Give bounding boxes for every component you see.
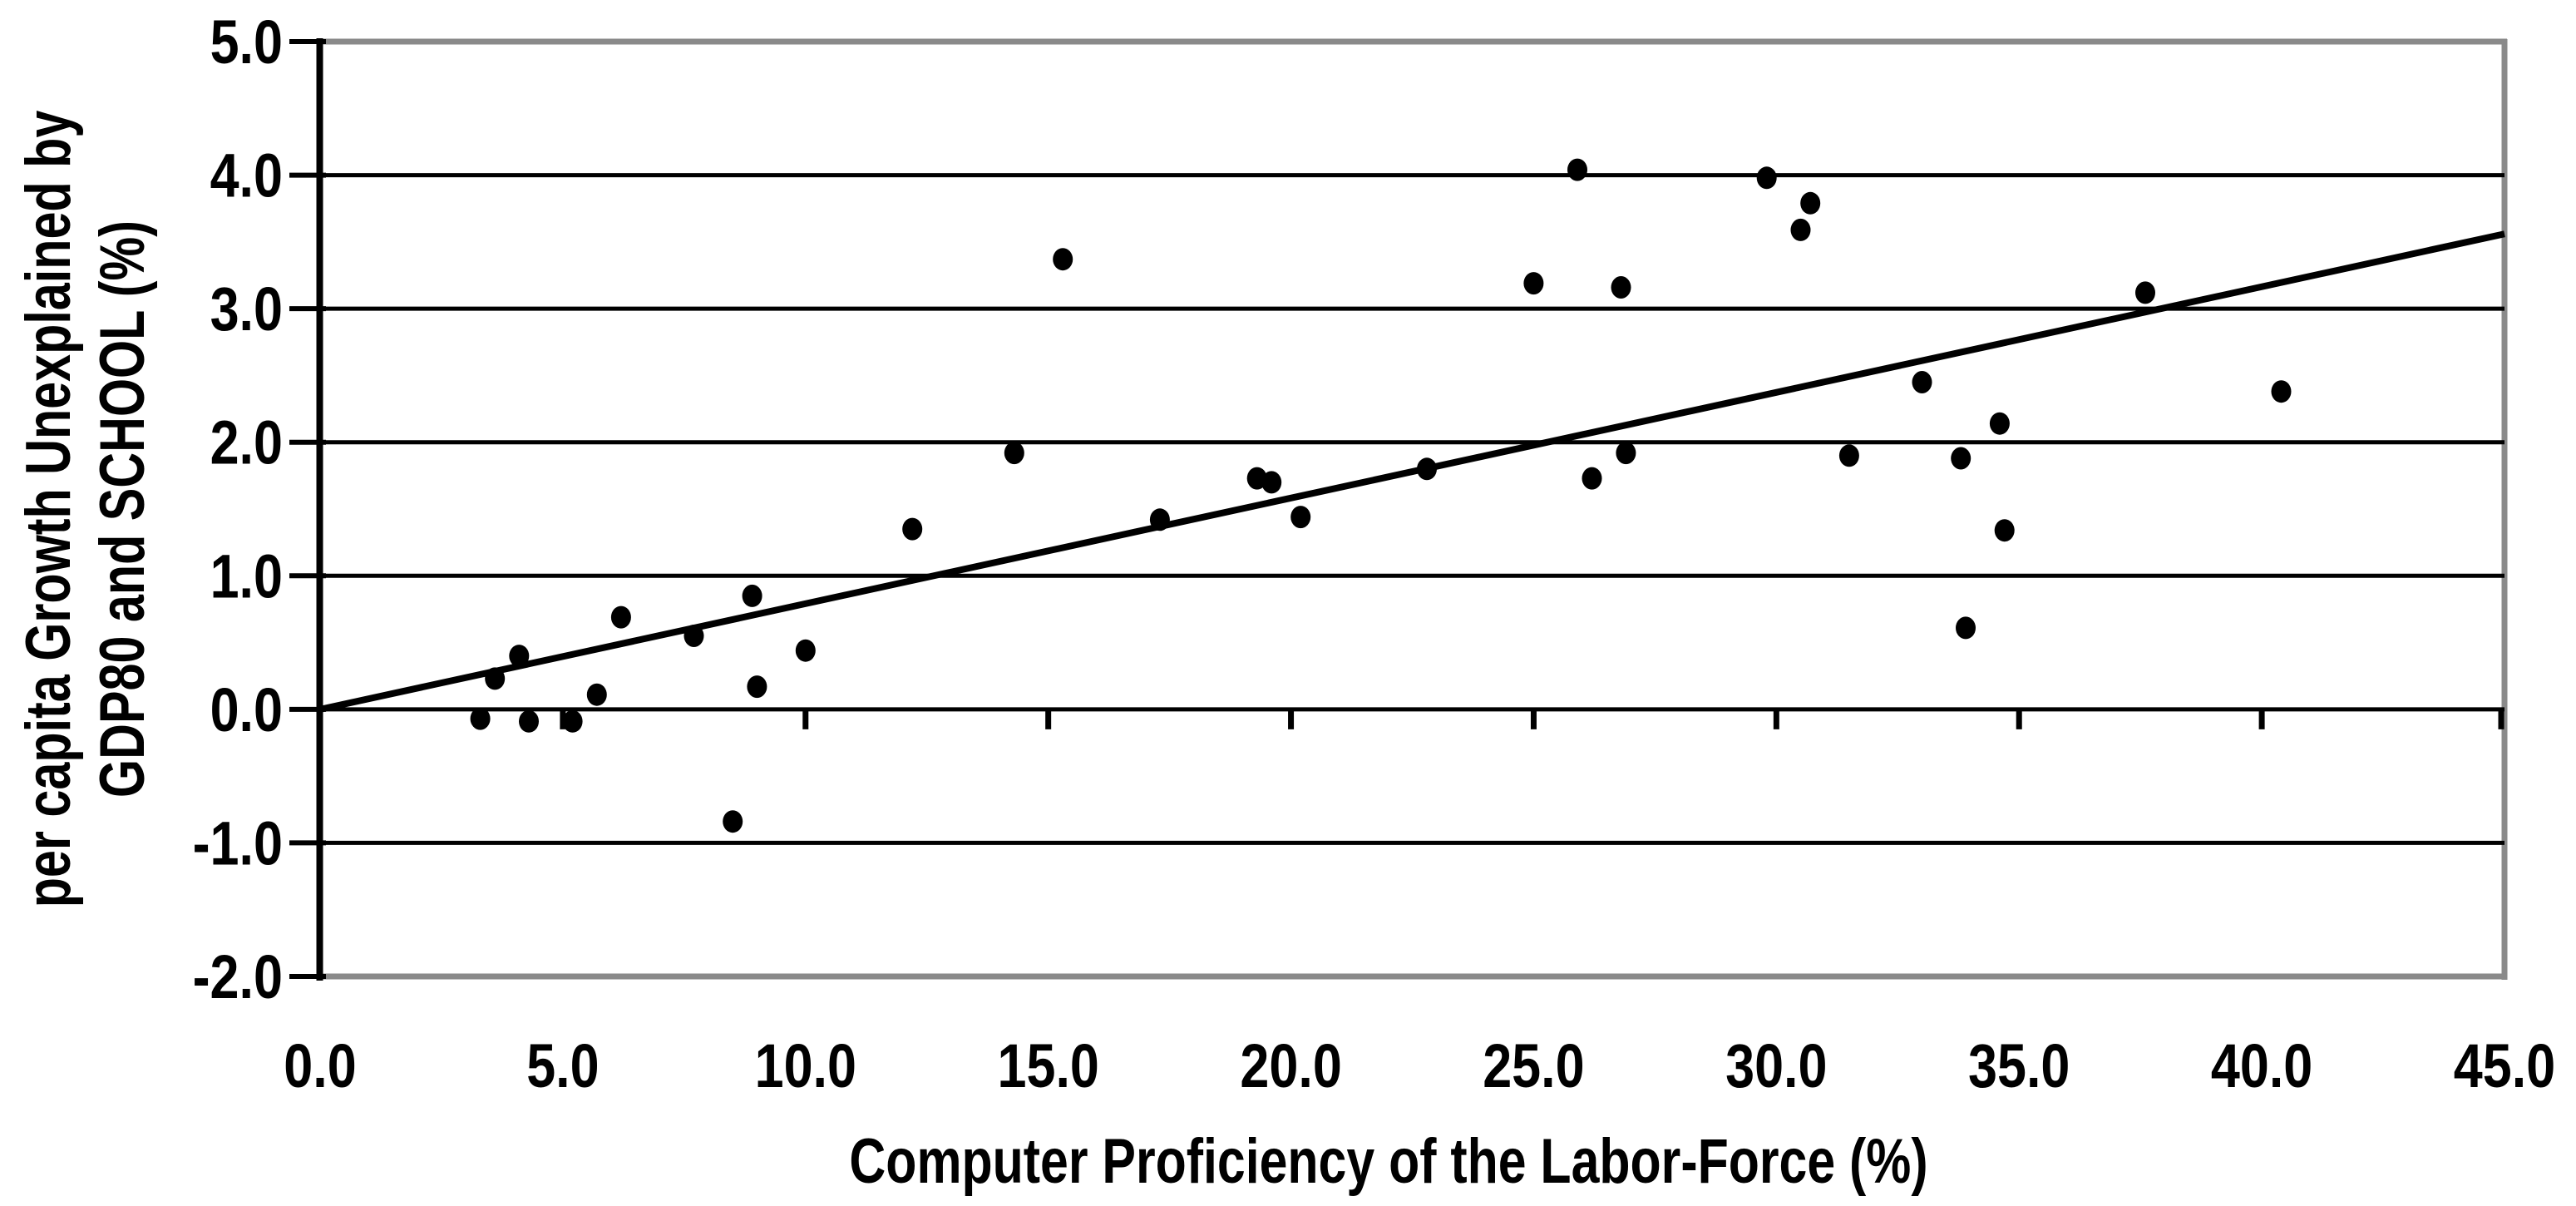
x-tick-label: 35.0 bbox=[1968, 1031, 2070, 1100]
data-point bbox=[562, 709, 583, 733]
y-axis-title-line1: per capita Growth Unexplained by bbox=[13, 111, 84, 908]
x-axis-title: Computer Proficiency of the Labor-Force … bbox=[849, 1126, 1927, 1197]
data-point bbox=[1611, 276, 1631, 299]
data-point bbox=[1417, 457, 1437, 481]
data-point bbox=[1567, 158, 1587, 181]
data-point bbox=[485, 667, 506, 690]
data-point bbox=[1582, 467, 1602, 490]
x-tick-label: 20.0 bbox=[1240, 1031, 1341, 1100]
x-tick-label: 5.0 bbox=[526, 1031, 599, 1100]
data-point bbox=[610, 605, 631, 629]
data-point bbox=[683, 625, 704, 647]
y-tick-label: 4.0 bbox=[210, 141, 283, 210]
data-point bbox=[1989, 412, 2010, 435]
y-tick-label: 5.0 bbox=[210, 7, 283, 77]
data-point bbox=[2135, 281, 2155, 304]
data-point bbox=[1994, 519, 2015, 542]
data-point bbox=[742, 584, 762, 607]
data-point bbox=[519, 709, 539, 733]
x-tick-label: 30.0 bbox=[1725, 1031, 1827, 1100]
data-point bbox=[1290, 506, 1311, 529]
data-point bbox=[723, 810, 743, 833]
x-tick-label: 15.0 bbox=[998, 1031, 1099, 1100]
data-point bbox=[1790, 218, 1811, 241]
data-point bbox=[747, 675, 767, 699]
data-point bbox=[1149, 508, 1170, 531]
y-tick-label: 0.0 bbox=[210, 675, 283, 744]
data-point bbox=[1956, 616, 1976, 640]
data-point bbox=[470, 707, 491, 730]
data-point bbox=[1800, 191, 1821, 215]
data-point bbox=[1838, 444, 1859, 467]
y-tick-label: 2.0 bbox=[210, 408, 283, 477]
y-tick-label: 1.0 bbox=[210, 541, 283, 610]
data-point bbox=[902, 517, 923, 541]
x-tick-label: 0.0 bbox=[284, 1031, 356, 1100]
y-axis-title-line2: GDP80 and SCHOOL (%) bbox=[87, 220, 158, 798]
data-point bbox=[1523, 272, 1544, 295]
x-tick-label: 25.0 bbox=[1483, 1031, 1584, 1100]
data-point bbox=[1261, 471, 1282, 494]
data-point bbox=[1616, 442, 1636, 465]
data-point bbox=[1756, 166, 1777, 190]
x-tick-label: 45.0 bbox=[2454, 1031, 2555, 1100]
data-point bbox=[1912, 371, 1932, 393]
data-point bbox=[509, 645, 530, 668]
x-tick-label: 40.0 bbox=[2211, 1031, 2312, 1100]
data-point bbox=[1004, 442, 1024, 465]
data-point bbox=[586, 683, 607, 706]
y-tick-label: -1.0 bbox=[193, 808, 283, 877]
data-point bbox=[1053, 248, 1073, 271]
x-tick-label: 10.0 bbox=[755, 1031, 856, 1100]
y-tick-label: 3.0 bbox=[210, 274, 283, 344]
trend-line bbox=[319, 230, 2505, 713]
data-point bbox=[1951, 447, 1971, 470]
y-tick-label: -2.0 bbox=[193, 942, 283, 1011]
data-point bbox=[795, 639, 816, 662]
data-point bbox=[2271, 380, 2292, 403]
